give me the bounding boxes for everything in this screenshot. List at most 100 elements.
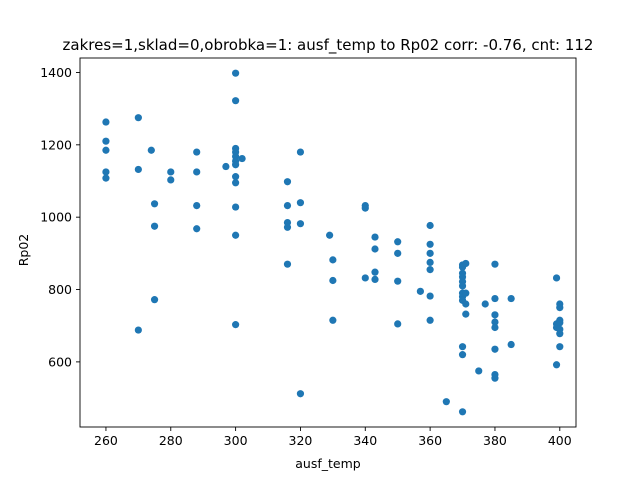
data-point — [394, 238, 402, 246]
data-point — [134, 326, 142, 334]
data-point — [329, 276, 337, 285]
data-point — [102, 118, 110, 126]
data-point — [361, 274, 369, 282]
x-tick-label: 260 — [94, 433, 118, 448]
data-point — [150, 200, 159, 208]
data-point — [458, 351, 467, 359]
data-point — [232, 321, 240, 329]
data-point — [283, 223, 292, 231]
data-point — [426, 240, 434, 248]
x-axis-ticks: 260 280 300 320 340 360 380 400 — [94, 427, 572, 448]
data-point — [232, 179, 240, 187]
data-point — [491, 345, 499, 353]
data-point — [361, 204, 369, 212]
data-point — [371, 233, 379, 241]
data-point — [394, 320, 402, 328]
data-point — [102, 137, 110, 145]
data-point — [150, 222, 159, 230]
data-point — [462, 289, 470, 297]
data-point — [552, 274, 561, 282]
data-point — [102, 168, 110, 176]
data-point — [329, 316, 337, 324]
data-point — [326, 231, 334, 239]
data-point — [232, 203, 240, 211]
data-point — [232, 69, 240, 77]
data-point — [426, 249, 434, 257]
data-point — [296, 220, 305, 228]
data-point — [222, 162, 230, 171]
data-point — [491, 294, 499, 303]
data-point — [193, 202, 201, 210]
x-tick-label: 360 — [418, 433, 442, 448]
data-point — [507, 294, 515, 303]
data-point — [329, 256, 337, 264]
data-point — [462, 300, 470, 308]
data-point — [491, 311, 499, 319]
data-point — [556, 319, 564, 327]
data-point — [426, 221, 434, 230]
data-point — [556, 343, 564, 351]
data-point — [475, 367, 483, 375]
x-tick-label: 380 — [483, 433, 507, 448]
data-point — [442, 398, 450, 406]
plot-frame — [79, 57, 577, 428]
data-point — [416, 287, 424, 295]
y-axis-ticks: 600 800 1000 1200 1400 — [40, 65, 80, 369]
data-point — [426, 266, 434, 274]
y-tick-label: 600 — [48, 354, 72, 369]
data-point — [167, 168, 175, 176]
x-tick-label: 340 — [353, 433, 377, 448]
x-tick-label: 320 — [289, 433, 313, 448]
data-point — [552, 361, 561, 369]
data-point — [134, 114, 142, 122]
data-point — [491, 374, 499, 382]
data-point — [238, 154, 246, 163]
chart-title: zakres=1,sklad=0,obrobka=1: ausf_temp to… — [63, 36, 594, 55]
data-point — [371, 275, 379, 283]
data-point — [458, 408, 467, 416]
data-point — [134, 165, 142, 174]
data-point — [232, 97, 240, 105]
data-point — [371, 268, 379, 276]
x-axis-label: ausf_temp — [295, 456, 361, 471]
data-point — [556, 330, 564, 338]
data-point — [232, 231, 240, 239]
data-point — [296, 199, 305, 207]
data-point — [458, 343, 467, 351]
data-point — [481, 300, 489, 308]
data-point — [394, 249, 402, 257]
data-point — [147, 146, 155, 154]
data-point — [150, 296, 159, 304]
data-point — [283, 260, 292, 268]
data-point — [193, 168, 201, 176]
y-tick-label: 1200 — [40, 137, 72, 152]
data-point — [371, 245, 379, 253]
x-tick-label: 280 — [159, 433, 183, 448]
data-point — [462, 259, 470, 268]
data-point — [283, 178, 292, 186]
data-point — [167, 176, 175, 184]
x-tick-label: 400 — [548, 433, 572, 448]
data-point — [296, 148, 305, 156]
y-tick-label: 1000 — [40, 210, 72, 225]
data-point — [491, 260, 499, 268]
data-point — [232, 173, 240, 181]
data-point — [426, 316, 434, 324]
data-point — [556, 304, 564, 312]
data-point — [232, 161, 240, 169]
y-tick-label: 800 — [48, 282, 72, 297]
data-point — [426, 258, 434, 266]
data-point — [193, 148, 201, 156]
data-point — [193, 225, 201, 233]
data-point — [491, 323, 499, 332]
plot-area — [79, 57, 577, 428]
x-tick-label: 300 — [224, 433, 248, 448]
data-point — [102, 174, 110, 182]
data-point — [102, 146, 110, 154]
data-point — [458, 282, 467, 290]
y-axis-label: Rp02 — [16, 234, 31, 267]
data-point — [491, 318, 499, 326]
data-point — [507, 340, 515, 349]
data-point — [462, 310, 470, 318]
